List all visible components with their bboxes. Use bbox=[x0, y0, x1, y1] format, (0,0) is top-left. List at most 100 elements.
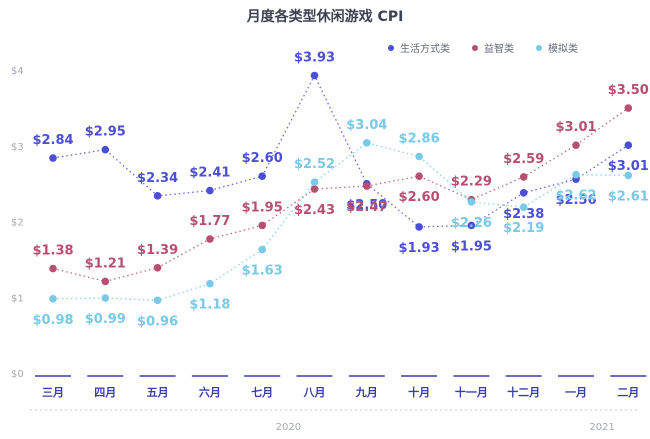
data-point bbox=[49, 295, 57, 303]
data-point bbox=[519, 173, 528, 181]
data-point bbox=[153, 192, 162, 200]
x-tick-label: 三月 bbox=[42, 386, 64, 399]
data-label: $2.41 bbox=[189, 166, 230, 181]
data-label: $2.56 bbox=[555, 193, 596, 208]
data-label: $3.04 bbox=[346, 118, 387, 133]
x-tick-label: 四月 bbox=[94, 386, 116, 399]
data-label: $3.01 bbox=[608, 159, 649, 174]
data-point bbox=[310, 71, 319, 80]
data-label: $2.86 bbox=[399, 131, 440, 146]
data-point bbox=[49, 264, 57, 273]
data-label: $0.99 bbox=[85, 312, 126, 327]
legend-label-simulation: 模拟类 bbox=[548, 44, 578, 55]
x-tick-label: 十月 bbox=[408, 385, 430, 399]
x-tick-label: 八月 bbox=[303, 386, 326, 399]
data-label: $2.29 bbox=[451, 175, 492, 190]
data-label: $2.62 bbox=[555, 189, 596, 204]
legend-item-lifestyle: 生活方式类 bbox=[388, 40, 450, 55]
data-point bbox=[624, 171, 633, 180]
data-point bbox=[572, 141, 580, 149]
data-point bbox=[624, 141, 633, 149]
data-point bbox=[101, 277, 110, 286]
data-point bbox=[415, 223, 423, 231]
data-point bbox=[519, 189, 528, 197]
data-label: $1.18 bbox=[189, 298, 230, 313]
data-point bbox=[467, 198, 476, 206]
data-point bbox=[572, 170, 580, 179]
data-point bbox=[258, 172, 267, 180]
data-label: $1.63 bbox=[242, 264, 283, 279]
legend-marker-simulation bbox=[536, 44, 542, 51]
data-point bbox=[206, 235, 214, 243]
data-label: $2.84 bbox=[32, 133, 73, 148]
data-point bbox=[101, 145, 110, 154]
data-point bbox=[363, 139, 371, 147]
data-label: $2.26 bbox=[451, 216, 492, 231]
data-label: $1.93 bbox=[399, 241, 440, 256]
data-point bbox=[519, 203, 528, 212]
x-tick-label: 十二月 bbox=[507, 385, 540, 399]
chart-title: 月度各类型休闲游戏 CPI bbox=[246, 9, 404, 25]
data-point bbox=[153, 263, 162, 272]
legend-item-puzzle: 益智类 bbox=[472, 40, 514, 55]
legend-label-lifestyle: 生活方式类 bbox=[400, 44, 450, 55]
data-point bbox=[415, 172, 423, 180]
legend-label-puzzle: 益智类 bbox=[484, 44, 514, 55]
data-label: $2.47 bbox=[346, 200, 387, 215]
x-tick-label: 九月 bbox=[355, 385, 378, 399]
data-point bbox=[49, 154, 57, 162]
data-label: $2.34 bbox=[137, 171, 178, 186]
x-tick-label: 十一月 bbox=[455, 385, 488, 399]
data-label: $2.52 bbox=[294, 157, 335, 172]
data-label: $3.50 bbox=[608, 83, 649, 98]
x-tick-label: 五月 bbox=[147, 386, 169, 399]
y-tick-label: $4 bbox=[11, 66, 24, 77]
data-label: $1.39 bbox=[137, 243, 178, 258]
data-point bbox=[206, 279, 214, 288]
data-label: $2.60 bbox=[242, 151, 283, 166]
y-tick-label: $1 bbox=[11, 293, 24, 304]
data-label: $3.93 bbox=[294, 50, 335, 65]
data-label: $1.77 bbox=[189, 214, 230, 229]
data-point bbox=[363, 182, 371, 190]
x-tick-label: 二月 bbox=[617, 386, 639, 399]
data-point bbox=[153, 296, 162, 305]
data-point bbox=[310, 178, 319, 187]
data-label: $3.01 bbox=[555, 120, 596, 135]
x-tick-label: 六月 bbox=[199, 385, 221, 399]
data-label: $1.21 bbox=[85, 256, 126, 271]
data-point bbox=[101, 294, 110, 302]
y-tick-label: $0 bbox=[11, 369, 24, 380]
x-tick-label: 一月 bbox=[565, 386, 587, 399]
series-line bbox=[52, 107, 629, 283]
data-label: $2.38 bbox=[503, 207, 544, 222]
x-tick-label: 七月 bbox=[251, 385, 273, 399]
data-label: $2.60 bbox=[399, 190, 440, 205]
data-label: $2.50 bbox=[346, 198, 387, 213]
year-label-2020: 2020 bbox=[276, 422, 301, 433]
data-label: $2.59 bbox=[503, 152, 544, 167]
data-label: $2.95 bbox=[85, 125, 126, 140]
legend-marker-lifestyle bbox=[388, 44, 394, 51]
year-label-2021: 2021 bbox=[589, 422, 614, 433]
data-point bbox=[310, 185, 319, 193]
y-tick-label: $2 bbox=[11, 218, 24, 229]
series-line bbox=[52, 142, 629, 301]
legend-marker-puzzle bbox=[472, 44, 478, 51]
data-label: $1.38 bbox=[32, 244, 73, 259]
data-label: $1.95 bbox=[451, 239, 492, 254]
data-label: $0.96 bbox=[137, 314, 178, 329]
series-line bbox=[52, 74, 629, 228]
data-point bbox=[467, 221, 476, 230]
data-label: $2.61 bbox=[608, 189, 649, 204]
legend: 生活方式类 益智类 模拟类 bbox=[388, 40, 578, 55]
data-label: $2.43 bbox=[294, 203, 335, 218]
data-point bbox=[258, 245, 267, 254]
data-point bbox=[206, 186, 214, 195]
data-point bbox=[415, 152, 423, 161]
data-point bbox=[624, 104, 633, 112]
data-point bbox=[258, 221, 267, 230]
data-label: $2.19 bbox=[503, 221, 544, 236]
data-label: $1.95 bbox=[242, 200, 283, 215]
